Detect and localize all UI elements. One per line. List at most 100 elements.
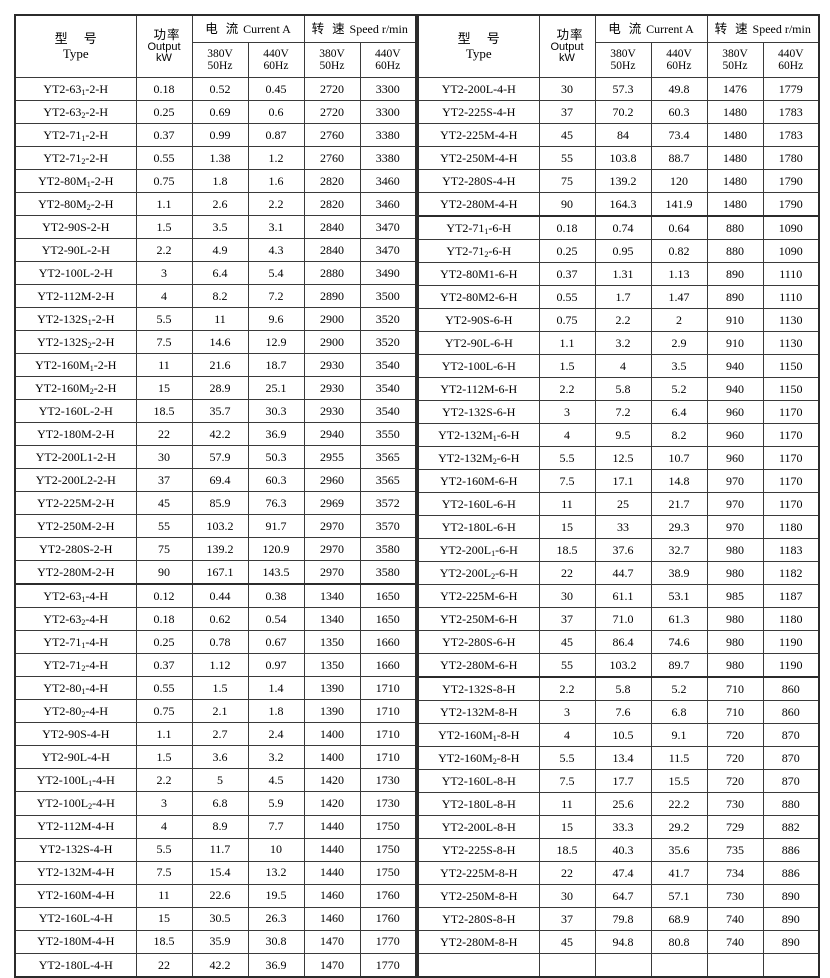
cell-current-440v: 49.8 — [650, 77, 708, 101]
cell-current-380v: 5 — [191, 768, 249, 793]
cell-speed-380v: 1460 — [303, 906, 361, 931]
cell-type: YT2-280M-4-H — [417, 192, 540, 217]
cell-output-kw: 0.75 — [135, 699, 193, 724]
cell-current-440v: 60.3 — [247, 468, 305, 493]
table-row: YT2-802-4-H 0.75 2.1 1.8 1390 1710 — [14, 699, 417, 724]
cell-type: YT2-200L2-6-H — [417, 561, 540, 585]
cell-current-380v: 4 — [594, 354, 652, 378]
table-row: YT2-160M-4-H 11 22.6 19.5 1460 1760 — [14, 883, 417, 908]
cell-current-440v: 0.38 — [247, 583, 305, 609]
cell-speed-380v: 2970 — [303, 537, 361, 562]
cell-speed-380v: 720 — [706, 746, 764, 770]
cell-current-380v: 57.9 — [191, 445, 249, 470]
cell-current-380v: 35.9 — [191, 929, 249, 954]
cell-type: YT2-200L-4-H — [417, 77, 540, 101]
cell-output-kw: 37 — [135, 468, 193, 493]
cell-output-kw: 45 — [538, 123, 596, 147]
cell-speed-440v — [762, 953, 820, 978]
table-row: YT2-100L1-4-H 2.2 5 4.5 1420 1730 — [14, 768, 417, 793]
cell-output-kw: 22 — [135, 422, 193, 447]
cell-speed-440v: 3565 — [359, 468, 417, 493]
cell-type: YT2-225M-6-H — [417, 584, 540, 608]
cell-current-440v: 9.1 — [650, 723, 708, 747]
cell-current-440v: 14.8 — [650, 469, 708, 493]
cell-current-440v: 36.9 — [247, 422, 305, 447]
spec-sheet-page: 型 号 Type 功率 Output kW 电 流 Current A 转 速 — [14, 14, 820, 978]
table-row: YT2-132S-6-H 3 7.2 6.4 960 1170 — [417, 400, 820, 424]
cell-current-440v: 5.2 — [650, 676, 708, 701]
cell-current-380v: 6.8 — [191, 791, 249, 816]
cell-output-kw: 0.18 — [538, 215, 596, 240]
header-freq-50: 50Hz — [207, 60, 233, 72]
table-row: YT2-132M-4-H 7.5 15.4 13.2 1440 1750 — [14, 860, 417, 885]
table-row: YT2-280S-6-H 45 86.4 74.6 980 1190 — [417, 630, 820, 654]
cell-current-440v: 88.7 — [650, 146, 708, 170]
cell-type: YT2-225M-4-H — [417, 123, 540, 147]
cell-type: YT2-280S-2-H — [14, 537, 137, 562]
header-freq-50: 50Hz — [722, 60, 748, 72]
table-row: YT2-112M-6-H 2.2 5.8 5.2 940 1150 — [417, 377, 820, 401]
cell-speed-380v: 2930 — [303, 399, 361, 424]
header-freq-60: 60Hz — [778, 60, 804, 72]
cell-type: YT2-100L1-4-H — [14, 768, 137, 793]
cell-current-380v: 3.2 — [594, 331, 652, 355]
cell-type: YT2-200L-8-H — [417, 815, 540, 839]
cell-current-440v: 10.7 — [650, 446, 708, 470]
cell-type: YT2-80M1-2-H — [14, 169, 137, 194]
cell-type: YT2-280S-4-H — [417, 169, 540, 193]
table-row: YT2-711-4-H 0.25 0.78 0.67 1350 1660 — [14, 630, 417, 655]
cell-type: YT2-180L-4-H — [14, 952, 137, 978]
cell-type: YT2-160M1-2-H — [14, 353, 137, 378]
cell-current-380v: 1.7 — [594, 285, 652, 309]
table-row: YT2-250M-6-H 37 71.0 61.3 980 1180 — [417, 607, 820, 631]
cell-current-440v: 10 — [247, 837, 305, 862]
cell-type: YT2-801-4-H — [14, 676, 137, 701]
header-freq-60: 60Hz — [375, 60, 401, 72]
cell-current-380v: 3.6 — [191, 745, 249, 770]
table-row: YT2-100L-2-H 3 6.4 5.4 2880 3490 — [14, 261, 417, 286]
cell-current-440v: 32.7 — [650, 538, 708, 562]
table-row: YT2-225M-4-H 45 84 73.4 1480 1783 — [417, 123, 820, 147]
header-speed-group-left: 转 速 Speed r/min — [303, 14, 417, 43]
cell-speed-380v: 960 — [706, 423, 764, 447]
cell-type: YT2-631-2-H — [14, 76, 137, 102]
cell-output-kw: 37 — [538, 907, 596, 931]
cell-type: YT2-225S-8-H — [417, 838, 540, 862]
cell-current-380v: 139.2 — [594, 169, 652, 193]
cell-speed-440v: 886 — [762, 861, 820, 885]
header-current-cn: 电 流 — [608, 20, 644, 36]
cell-current-440v: 1.6 — [247, 169, 305, 194]
cell-current-440v: 141.9 — [650, 192, 708, 217]
cell-current-440v: 5.9 — [247, 791, 305, 816]
table-row: YT2-200L2-2-H 37 69.4 60.3 2960 3565 — [14, 468, 417, 493]
cell-output-kw: 5.5 — [135, 837, 193, 862]
cell-output-kw: 45 — [538, 630, 596, 654]
cell-speed-440v: 880 — [762, 792, 820, 816]
header-freq-50: 50Hz — [610, 60, 636, 72]
cell-type: YT2-100L-6-H — [417, 354, 540, 378]
cell-speed-440v: 1170 — [762, 492, 820, 516]
cell-type: YT2-632-4-H — [14, 607, 137, 632]
header-speed-cn: 转 速 — [311, 20, 347, 36]
header-speed-en: Speed r/min — [752, 21, 811, 36]
table-row: YT2-200L1-2-H 30 57.9 50.3 2955 3565 — [14, 445, 417, 470]
cell-output-kw: 2.2 — [538, 676, 596, 701]
header-current-440-left: 440V 60Hz — [247, 42, 305, 78]
header-output-left: 功率 Output kW — [135, 14, 193, 78]
cell-output-kw: 22 — [135, 952, 193, 978]
cell-type: YT2-712-6-H — [417, 239, 540, 263]
cell-output-kw: 7.5 — [538, 769, 596, 793]
cell-speed-380v: 940 — [706, 354, 764, 378]
cell-output-kw: 18.5 — [135, 399, 193, 424]
cell-current-440v: 29.3 — [650, 515, 708, 539]
cell-output-kw: 7.5 — [135, 860, 193, 885]
cell-speed-440v: 1182 — [762, 561, 820, 585]
cell-speed-380v: 1480 — [706, 146, 764, 170]
table-row: YT2-200L-8-H 15 33.3 29.2 729 882 — [417, 815, 820, 839]
header-current-en: Current A — [646, 21, 694, 36]
cell-type: YT2-280M-6-H — [417, 653, 540, 678]
cell-type: YT2-631-4-H — [14, 583, 137, 609]
cell-type: YT2-180M-4-H — [14, 929, 137, 954]
cell-current-440v: 19.5 — [247, 883, 305, 908]
cell-speed-440v: 3380 — [359, 123, 417, 148]
